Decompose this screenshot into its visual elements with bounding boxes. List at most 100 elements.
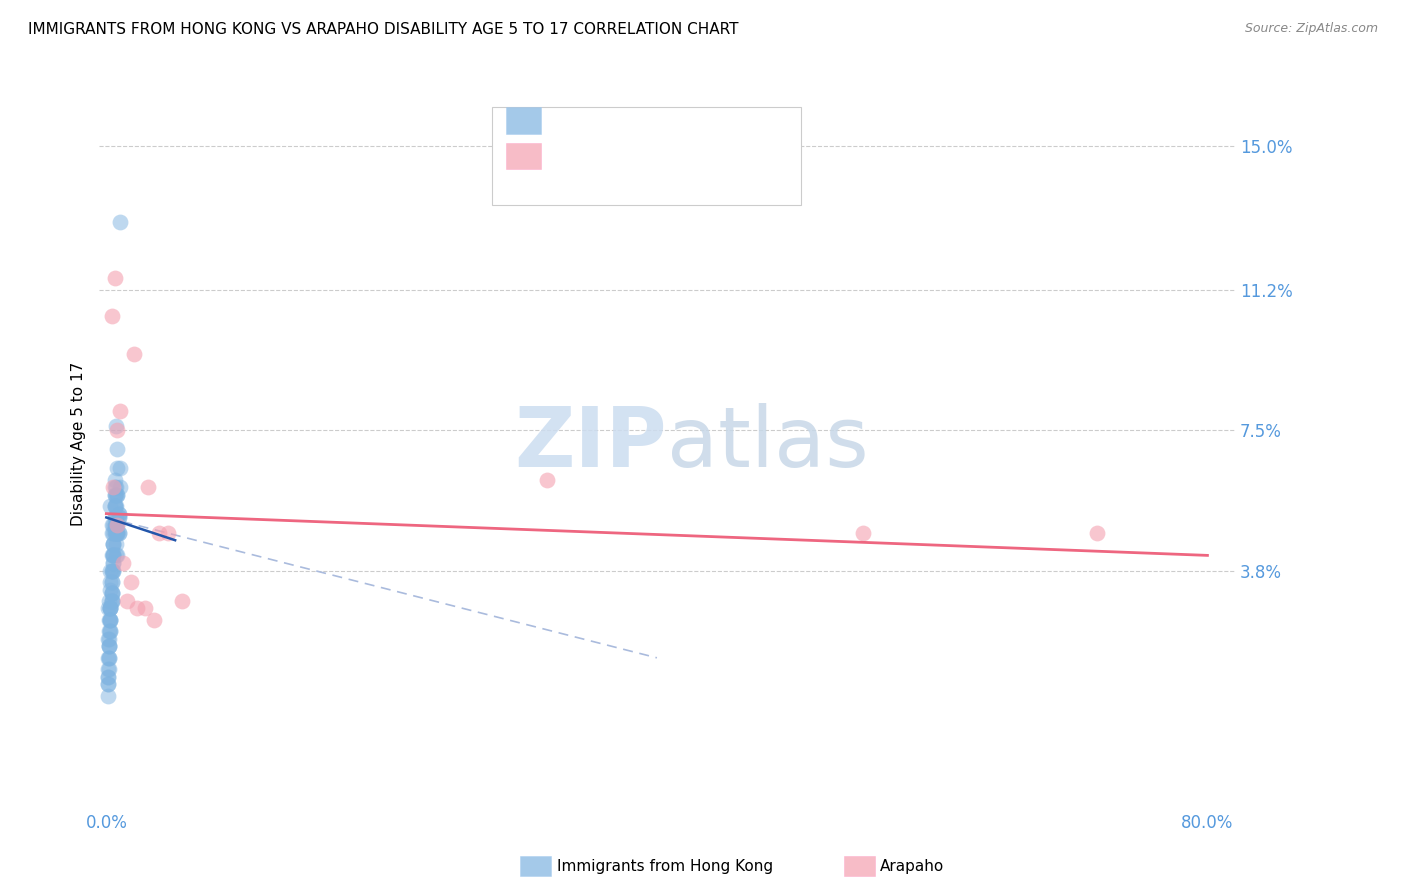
Point (103, 473, 125, 487)
Point (103, 488, 125, 502)
Point (98, 640, 121, 654)
Point (98, 662, 121, 676)
Point (101, 594, 124, 608)
Point (107, 507, 129, 521)
Point (98, 624, 121, 639)
Point (104, 537, 127, 551)
Point (101, 525, 124, 540)
Point (1085, 525, 1108, 540)
Point (100, 601, 122, 615)
Point (100, 613, 122, 627)
Text: ZIP: ZIP (515, 403, 668, 484)
Point (97, 677, 120, 691)
Point (105, 488, 128, 502)
Point (105, 549, 128, 563)
Point (101, 574, 124, 589)
Point (104, 419, 127, 434)
Point (103, 510, 125, 524)
Point (105, 525, 128, 540)
Point (108, 214, 131, 228)
Point (108, 461, 131, 475)
Point (107, 510, 129, 524)
Point (108, 404, 131, 418)
Point (101, 564, 124, 578)
Point (105, 525, 128, 540)
Point (100, 624, 122, 639)
Point (103, 537, 125, 551)
Point (101, 594, 124, 608)
Point (103, 499, 125, 513)
Point (148, 525, 170, 540)
Point (101, 549, 124, 563)
Point (103, 510, 125, 524)
Point (103, 549, 125, 563)
Point (97, 670, 120, 684)
Point (100, 574, 122, 589)
Point (105, 518, 128, 533)
Point (103, 537, 125, 551)
Point (111, 556, 134, 570)
Point (107, 510, 129, 524)
Point (98, 613, 121, 627)
Point (104, 549, 127, 563)
Point (103, 537, 125, 551)
Point (104, 518, 127, 533)
Text: N = 20: N = 20 (668, 147, 730, 165)
Point (103, 525, 125, 540)
Point (98, 632, 121, 646)
Point (104, 518, 127, 533)
Text: R = -0.167: R = -0.167 (551, 112, 640, 129)
Point (103, 499, 125, 513)
Point (97, 670, 120, 684)
Point (100, 564, 122, 578)
Point (104, 525, 127, 540)
Point (104, 480, 127, 494)
Text: Source: ZipAtlas.com: Source: ZipAtlas.com (1244, 22, 1378, 36)
Point (103, 518, 125, 533)
Point (103, 518, 125, 533)
Point (136, 480, 159, 494)
Point (105, 442, 128, 457)
Text: N = 98: N = 98 (668, 112, 730, 129)
Point (97, 650, 120, 665)
Point (107, 507, 129, 521)
Point (100, 601, 122, 615)
Point (101, 586, 124, 600)
Point (104, 499, 127, 513)
Point (536, 473, 558, 487)
Point (157, 525, 180, 540)
Point (105, 461, 128, 475)
Point (107, 525, 129, 540)
Point (104, 510, 127, 524)
Point (98, 640, 121, 654)
Point (101, 574, 124, 589)
Point (105, 525, 128, 540)
Point (100, 601, 122, 615)
Point (120, 574, 142, 589)
Point (100, 613, 122, 627)
Text: Immigrants from Hong Kong: Immigrants from Hong Kong (557, 859, 773, 873)
Point (122, 347, 145, 361)
Point (103, 271, 125, 285)
Point (105, 488, 128, 502)
Point (101, 518, 124, 533)
Y-axis label: Disability Age 5 to 17: Disability Age 5 to 17 (72, 361, 86, 525)
Point (103, 488, 125, 502)
Point (98, 594, 121, 608)
Point (100, 624, 122, 639)
Point (103, 525, 125, 540)
Point (134, 601, 156, 615)
Point (107, 525, 129, 540)
Point (103, 499, 125, 513)
Point (104, 488, 127, 502)
Point (97, 601, 120, 615)
Point (103, 549, 125, 563)
Point (98, 650, 121, 665)
Point (103, 480, 125, 494)
Point (98, 650, 121, 665)
Point (103, 556, 125, 570)
Point (101, 310, 124, 324)
Text: IMMIGRANTS FROM HONG KONG VS ARAPAHO DISABILITY AGE 5 TO 17 CORRELATION CHART: IMMIGRANTS FROM HONG KONG VS ARAPAHO DIS… (28, 22, 738, 37)
Point (101, 586, 124, 600)
Text: R = -0.128: R = -0.128 (551, 147, 641, 165)
